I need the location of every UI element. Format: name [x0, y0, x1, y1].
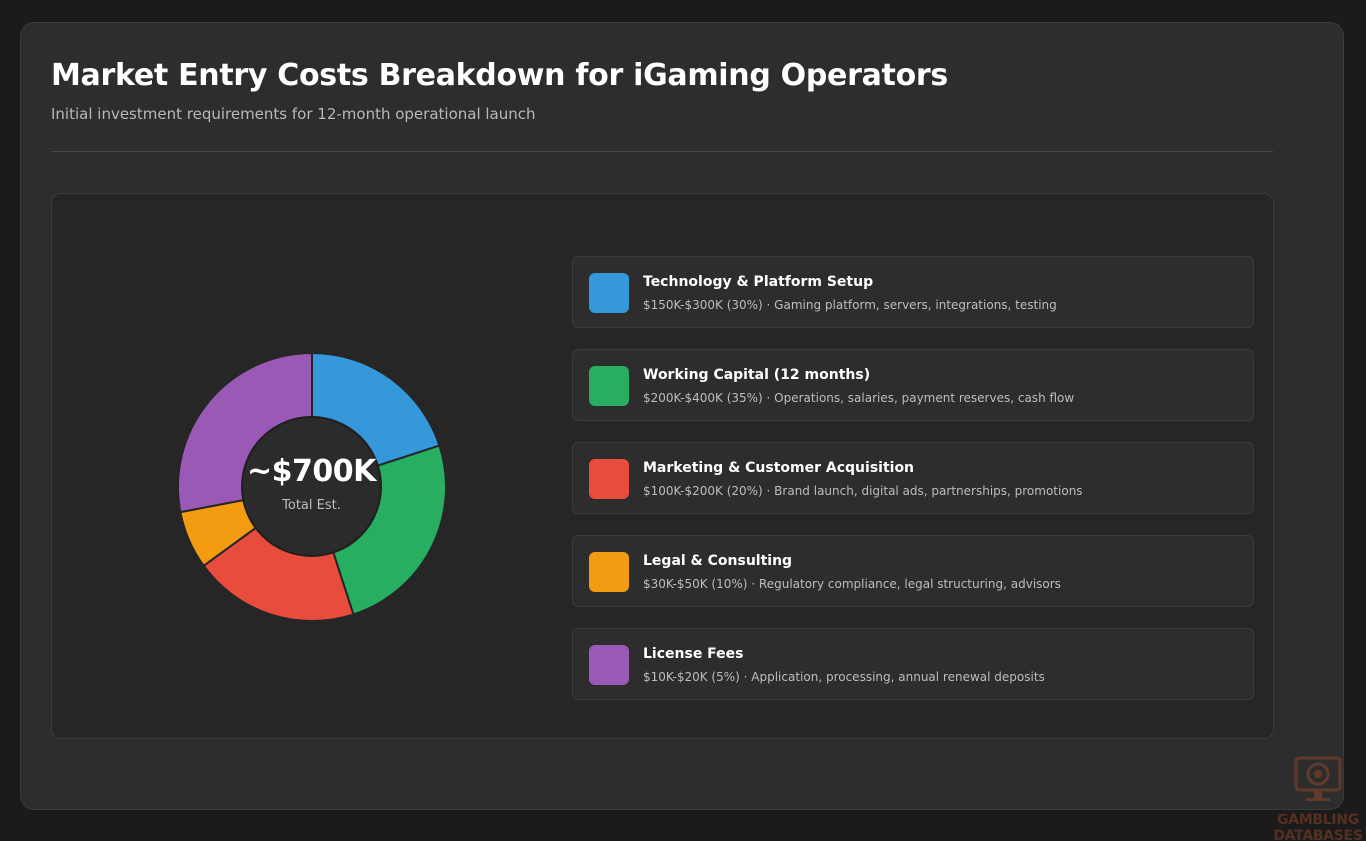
legend-swatch: [589, 645, 629, 685]
total-estimate-value: ~$700K: [247, 454, 376, 489]
legend-item-desc: $150K-$300K (30%) · Gaming platform, ser…: [643, 298, 1057, 312]
total-estimate-label: Total Est.: [282, 498, 341, 513]
legend-item-marketing: Marketing & Customer Acquisition $100K-$…: [572, 442, 1254, 514]
monitor-poker-chip-icon: [1294, 756, 1342, 801]
legend-item-license: License Fees $10K-$20K (5%) · Applicatio…: [572, 628, 1254, 700]
legend-item-desc: $200K-$400K (35%) · Operations, salaries…: [643, 391, 1075, 405]
legend-item-desc: $10K-$20K (5%) · Application, processing…: [643, 670, 1045, 684]
legend-item-desc: $100K-$200K (20%) · Brand launch, digita…: [643, 484, 1083, 498]
legend-swatch: [589, 366, 629, 406]
legend-item-title: Legal & Consulting: [643, 553, 793, 569]
watermark-logo: GAMBLING DATABASES: [1270, 744, 1366, 841]
legend-item-title: License Fees: [643, 646, 744, 662]
donut-chart: [177, 351, 447, 622]
legend-item-legal: Legal & Consulting $30K-$50K (10%) · Reg…: [572, 535, 1254, 607]
legend-swatch: [589, 552, 629, 592]
donut-center: ~$700K Total Est.: [241, 416, 382, 557]
legend-item-title: Working Capital (12 months): [643, 367, 871, 383]
legend-item-title: Marketing & Customer Acquisition: [643, 460, 915, 476]
legend-item-working-capital: Working Capital (12 months) $200K-$400K …: [572, 349, 1254, 421]
page-subtitle: Initial investment requirements for 12-m…: [51, 105, 536, 123]
header-divider: [51, 151, 1273, 152]
watermark-text: GAMBLING: [1277, 812, 1359, 828]
legend-swatch: [589, 273, 629, 313]
legend: Technology & Platform Setup $150K-$300K …: [572, 256, 1254, 721]
watermark-text-2: DATABASES: [1273, 828, 1363, 841]
page-title: Market Entry Costs Breakdown for iGaming…: [51, 58, 948, 93]
legend-item-technology: Technology & Platform Setup $150K-$300K …: [572, 256, 1254, 328]
legend-item-desc: $30K-$50K (10%) · Regulatory compliance,…: [643, 577, 1061, 591]
legend-item-title: Technology & Platform Setup: [643, 274, 874, 290]
legend-swatch: [589, 459, 629, 499]
